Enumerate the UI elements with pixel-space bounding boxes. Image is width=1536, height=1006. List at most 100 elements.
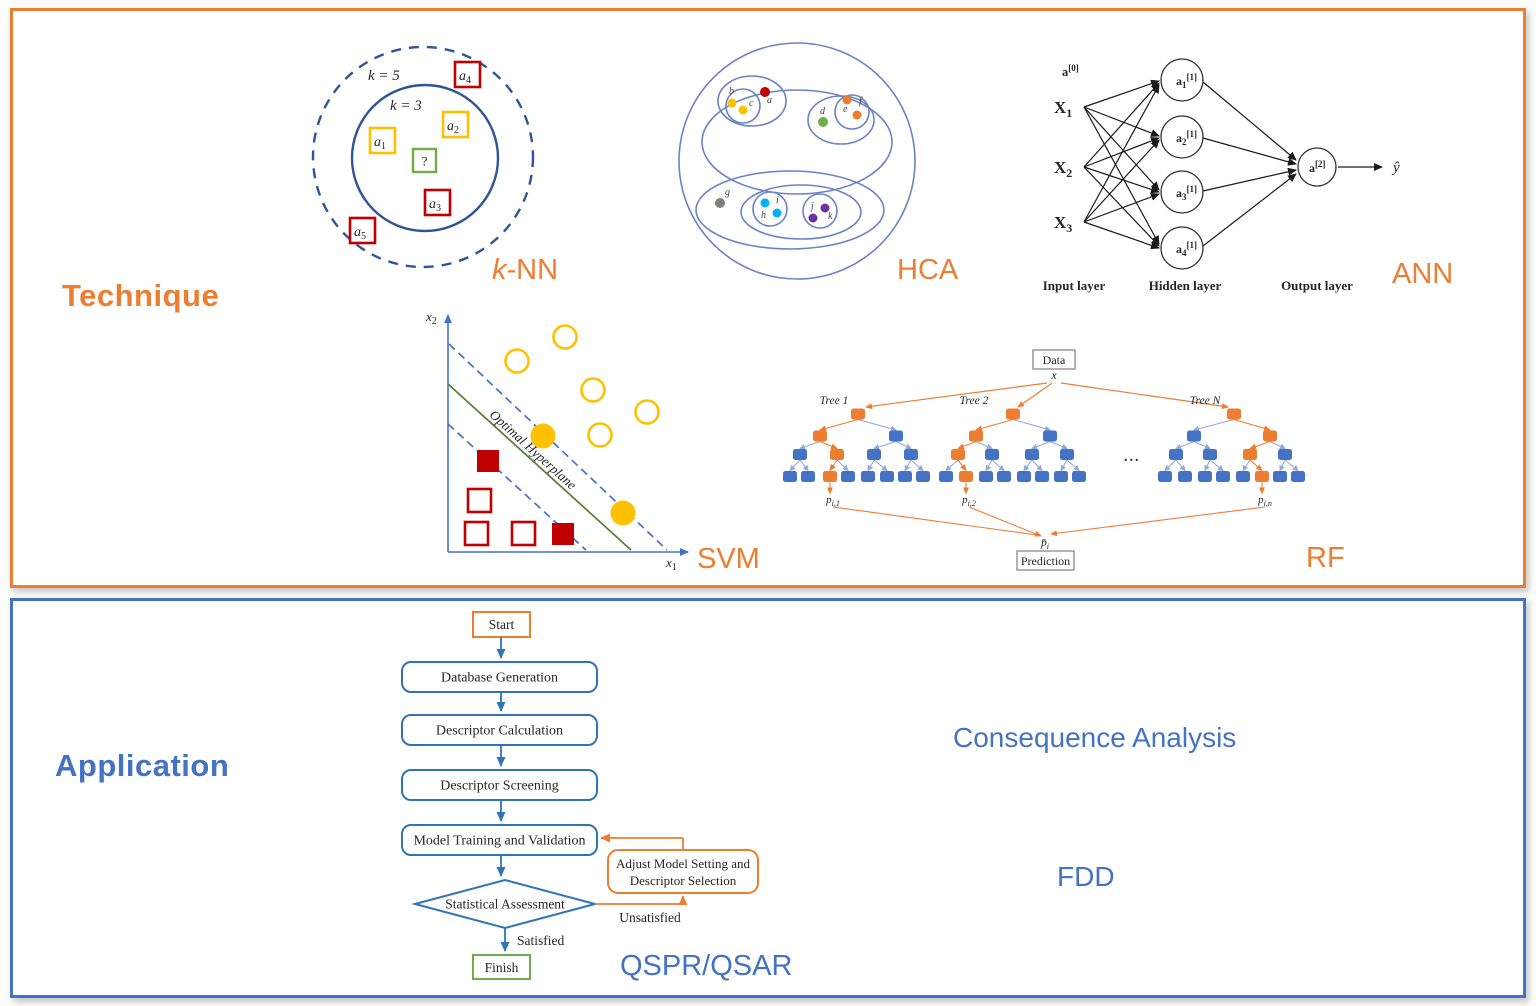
hca-label: HCA: [897, 254, 959, 286]
tree-node: [1263, 430, 1277, 442]
tree-node: [1273, 471, 1287, 482]
tree-edge: [836, 459, 849, 472]
svg-text:Tree N: Tree N: [1190, 395, 1222, 407]
application-title: Application: [55, 748, 230, 783]
svg-text:Start: Start: [489, 617, 515, 632]
svm-lower-margin: [447, 423, 587, 551]
svg-text:Input layer: Input layer: [1043, 278, 1106, 293]
tree-node: [1054, 471, 1068, 482]
hca-cluster-hijk: [740, 184, 862, 240]
hca-top-cluster: [701, 89, 893, 195]
tree-node: [1158, 471, 1172, 482]
svg-text:Descriptor Selection: Descriptor Selection: [630, 873, 737, 888]
svg-text:Tree 1: Tree 1: [820, 395, 849, 407]
tree-edge: [1031, 459, 1043, 472]
tree-node: [904, 449, 918, 460]
tree-edge: [895, 441, 912, 450]
technique-title: Technique: [62, 278, 220, 313]
svg-text:pi,1: pi,1: [825, 494, 840, 508]
tree-node: [985, 449, 999, 460]
svg-text:a[2]: a[2]: [1309, 159, 1326, 175]
tree-edge: [945, 459, 959, 472]
tree-edge: [799, 440, 821, 450]
tree-node: [1025, 449, 1039, 460]
hca-cluster-jk: [802, 193, 838, 229]
tree-node: [813, 430, 827, 442]
svg-text:j: j: [809, 201, 814, 212]
tree-edge: [1175, 440, 1195, 450]
ann-layer-labels: Input layer Hidden layer Output layer: [1043, 278, 1353, 293]
rf-p-labels: pi,1 pi,2 pi,n: [825, 494, 1272, 508]
svm-class1-support-vectors: [530, 423, 636, 526]
tree-edge: [975, 440, 993, 450]
tree-edge: [1193, 418, 1235, 432]
tree-edge: [1269, 441, 1286, 450]
hca-cluster-abc: [717, 75, 787, 127]
svm-hyperplane-line: [447, 383, 632, 551]
svm-hyperplane-label: Optimal Hyperplane: [487, 407, 580, 493]
tree-node: [1255, 471, 1269, 482]
tree-node: [1043, 430, 1057, 442]
tree-edge: [1204, 459, 1211, 472]
svm-upper-margin: [448, 343, 668, 551]
qspr-flowchart: Start Database Generation Descriptor Cal…: [401, 611, 759, 980]
knn-diagram: k = 5 k = 3 a4 a2 a1 ? a3 a5: [311, 45, 535, 269]
hca-cluster-hi: [752, 191, 788, 227]
tree-node: [823, 471, 837, 482]
tree-node: [851, 408, 865, 420]
svg-text:a2[1]: a2[1]: [1176, 129, 1197, 147]
tree-edge: [1060, 459, 1068, 472]
ann-hidden-neurons: a1[1] a2[1] a3[1] a4[1]: [1160, 58, 1204, 270]
tree-node: [1006, 408, 1020, 420]
tree-edge: [819, 418, 859, 432]
rf-ellipsis: ...: [1124, 450, 1141, 465]
tree-node: [880, 471, 894, 482]
ann-hidden-links: [1202, 81, 1297, 247]
tree-node: [861, 471, 875, 482]
tree-edge: [957, 459, 967, 472]
tree-edge: [1209, 459, 1224, 472]
tree-node: [951, 449, 965, 460]
knn-k3-label: k = 3: [390, 98, 422, 114]
svg-text:i: i: [776, 195, 779, 206]
knn-label: k-NN: [492, 254, 559, 286]
tree-node: [1216, 471, 1230, 482]
svg-text:a1[1]: a1[1]: [1176, 72, 1197, 90]
tree-node: [1236, 471, 1250, 482]
tree-edge: [904, 459, 912, 472]
rf-aggregate-links: [832, 506, 1266, 537]
svg-text:a3: a3: [429, 197, 441, 214]
svg-text:Output layer: Output layer: [1281, 278, 1353, 293]
flow-step-model-training: Model Training and Validation: [401, 824, 598, 856]
flow-start: Start: [472, 611, 531, 638]
tree-edge: [1279, 459, 1286, 472]
tree-node: [939, 471, 953, 482]
hca-points: [715, 87, 862, 223]
tree-node: [959, 471, 973, 482]
tree-node: [979, 471, 993, 482]
svg-text:a3[1]: a3[1]: [1176, 184, 1197, 202]
tree-edge: [910, 459, 924, 472]
hca-bottom-cluster: [695, 170, 885, 250]
tree-node: [889, 430, 903, 442]
knn-k5-circle: [311, 45, 535, 269]
flow-satisfied-label: Satisfied: [517, 933, 564, 948]
tree-edge: [1031, 440, 1051, 450]
tree-node: [841, 471, 855, 482]
svg-text:Adjust Model Setting and: Adjust Model Setting and: [616, 856, 750, 871]
tree-edge: [873, 440, 897, 450]
flow-unsatisfied-path: [595, 833, 688, 905]
tree-edge: [1284, 459, 1299, 472]
flow-step-database-generation: Database Generation: [401, 661, 598, 693]
svg-text:d: d: [820, 106, 826, 117]
flow-step-descriptor-calculation: Descriptor Calculation: [401, 714, 598, 746]
rf-trees: [783, 408, 1305, 495]
tree-edge: [829, 459, 838, 472]
tree-edge: [957, 440, 977, 450]
hca-cluster-bc: [725, 88, 761, 124]
svg-text:p̄i: p̄i: [1040, 537, 1049, 551]
svg-text:Data: Data: [1043, 353, 1066, 367]
svg-text:Hidden layer: Hidden layer: [1149, 278, 1222, 293]
tree-node: [783, 471, 797, 482]
tree-edge: [1175, 459, 1186, 472]
